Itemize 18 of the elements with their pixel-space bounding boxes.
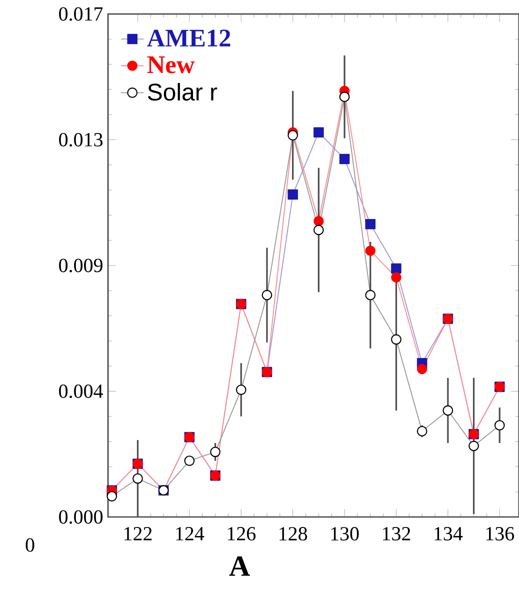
x-tick-label: 122: [124, 527, 152, 540]
legend-label: New: [147, 56, 195, 74]
text: 0: [26, 538, 34, 552]
x-tick-label: 130: [331, 527, 359, 541]
y-tick-label: 0.017: [59, 7, 103, 21]
y-tick-label: 0.000: [59, 510, 103, 524]
x-tick-label: 126: [228, 527, 256, 540]
x-tick-label: 132: [382, 527, 410, 540]
legend-label: Solar r: [148, 83, 218, 101]
x-tick-label: 128: [280, 527, 308, 541]
x-tick-label: 136: [486, 527, 514, 540]
y-tick-label: 0.004: [59, 384, 103, 398]
y-tick-label: 0.009: [59, 258, 102, 272]
y-tick-label: 0.013: [59, 132, 103, 147]
legend-label: AME12: [147, 30, 230, 46]
x-tick-label: 134: [434, 527, 463, 540]
x-tick-label: 124: [176, 527, 204, 540]
x-axis-title: A: [229, 556, 250, 576]
